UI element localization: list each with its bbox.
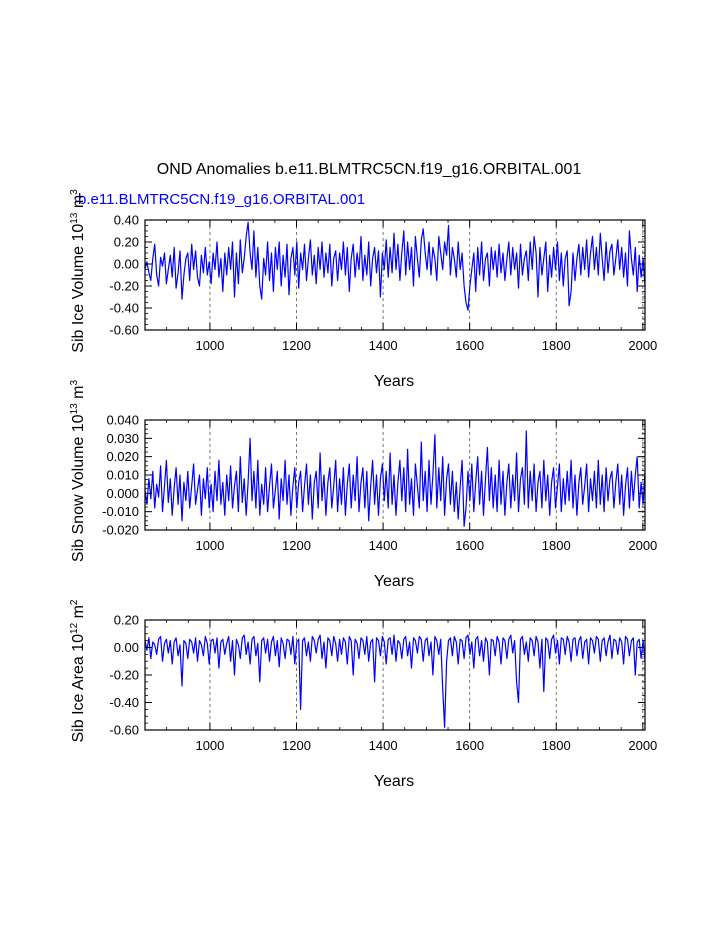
x-axis-label: Years: [374, 573, 414, 590]
x-tick-label-1000: 1000: [195, 538, 224, 553]
y-axis-label-part-3: 2: [69, 599, 80, 605]
y-tick-label-1: 0.030: [106, 431, 139, 446]
chart-panel-2: 1000 1200 1400 1600 1800 2000 0.040 0.030 0.020 0…: [69, 380, 657, 591]
x-tick-label-1000: 1000: [195, 738, 224, 753]
y-axis-label-part-2: m: [70, 386, 87, 404]
y-tick-label-2: -0.20: [109, 668, 139, 683]
x-tick-label-1400: 1400: [369, 538, 398, 553]
y-axis-label-part-2: m: [70, 605, 87, 623]
x-tick-label-1600: 1600: [455, 538, 484, 553]
y-tick-label-4: -0.40: [109, 301, 139, 316]
y-axis-label: Sib Ice Area 1012 m2: [69, 599, 87, 742]
x-tick-label-1200: 1200: [282, 538, 311, 553]
y-axis-label: Sib Snow Volume 1013 m3: [69, 380, 87, 563]
x-tick-label-1600: 1600: [455, 738, 484, 753]
x-tick-label-2000: 2000: [628, 338, 657, 353]
y-tick-label-6: -0.020: [102, 523, 139, 538]
plot-frame: [144, 619, 646, 731]
y-axis-label-part-0: Sib Ice Area 10: [70, 634, 87, 743]
x-axis-label: Years: [374, 773, 414, 790]
x-tick-label-1800: 1800: [542, 738, 571, 753]
x-tick-label-2000: 2000: [628, 538, 657, 553]
plot-frame: [144, 219, 646, 331]
y-tick-label-2: 0.00: [114, 257, 139, 272]
y-tick-label-1: 0.00: [114, 640, 139, 655]
x-tick-label-1800: 1800: [542, 338, 571, 353]
figure-title: OND Anomalies b.e11.BLMTRC5CN.f19_g16.OR…: [157, 161, 582, 178]
y-axis-label: Sib Ice Volume 1013 m3: [69, 189, 87, 353]
series-line-3: [144, 634, 646, 728]
x-tick-label-1200: 1200: [282, 738, 311, 753]
chart-panel-3: 1000 1200 1400 1600 1800 2000 0.20 0.00 -0.20 -0.…: [69, 599, 657, 790]
y-axis-label-part-1: 13: [69, 403, 80, 415]
x-tick-label-1400: 1400: [369, 738, 398, 753]
series-line-2: [144, 430, 646, 527]
y-axis-label-part-3: 3: [69, 189, 80, 195]
y-tick-label-5: -0.60: [109, 323, 139, 338]
y-axis-label-part-2: m: [70, 195, 87, 213]
y-tick-label-3: 0.010: [106, 468, 139, 483]
x-tick-label-1200: 1200: [282, 338, 311, 353]
x-tick-label-1000: 1000: [195, 338, 224, 353]
x-tick-label-1800: 1800: [542, 538, 571, 553]
y-tick-label-4: 0.000: [106, 486, 139, 501]
series-line-1: [144, 221, 646, 311]
y-tick-label-3: -0.40: [109, 695, 139, 710]
y-axis-label-part-0: Sib Ice Volume 10: [70, 224, 87, 353]
y-tick-label-4: -0.60: [109, 723, 139, 738]
y-axis-label-part-3: 3: [69, 380, 80, 386]
y-axis-label-part-1: 13: [69, 212, 80, 224]
y-tick-label-2: 0.020: [106, 449, 139, 464]
y-tick-label-0: 0.20: [114, 613, 139, 628]
y-tick-label-3: -0.20: [109, 279, 139, 294]
x-axis-label: Years: [374, 373, 414, 390]
chart-panel-1: b.e11.BLMTRC5CN.f19_g16.ORBITAL.001 1000 1…: [69, 189, 657, 390]
y-tick-label-0: 0.40: [114, 213, 139, 228]
y-tick-label-5: -0.010: [102, 504, 139, 519]
x-tick-label-2000: 2000: [628, 738, 657, 753]
x-tick-label-1600: 1600: [455, 338, 484, 353]
y-tick-label-0: 0.040: [106, 413, 139, 428]
x-tick-label-1400: 1400: [369, 338, 398, 353]
chart-subtitle: b.e11.BLMTRC5CN.f19_g16.ORBITAL.001: [78, 191, 365, 208]
y-tick-label-1: 0.20: [114, 235, 139, 250]
y-axis-label-part-1: 12: [69, 622, 80, 634]
y-axis-label-part-0: Sib Snow Volume 10: [70, 414, 87, 562]
